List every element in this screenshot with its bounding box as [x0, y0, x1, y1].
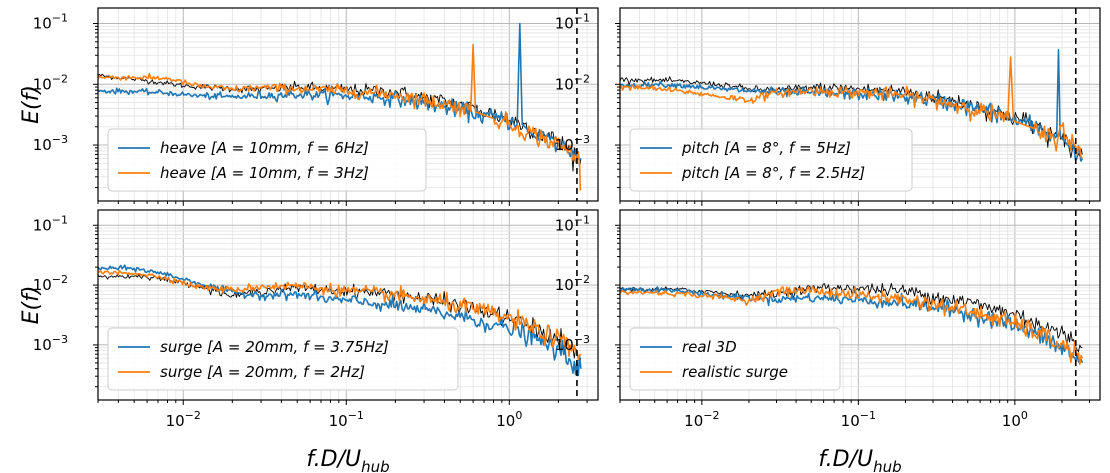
y-tick-label: 10−3 — [33, 133, 68, 154]
series-group — [98, 264, 582, 377]
panel-bottom-left: 10−2 10−1 10010−310−210−1E(f)f.D/Uhubsurge… — [19, 209, 599, 473]
x-axis-label: f.D/Uhub — [818, 447, 901, 473]
legend-entry: realistic surge — [682, 363, 788, 381]
axes-frame — [619, 209, 1101, 401]
series-line-named-1 — [620, 285, 1084, 366]
series-line-named-0 — [620, 286, 1084, 364]
axes-frame — [97, 209, 599, 401]
y-tick-label: 10−3 — [33, 333, 68, 354]
series-line-reference — [620, 76, 1083, 159]
x-tick-label: 10−2 — [166, 409, 201, 430]
x-tick-label: 10−2 — [684, 409, 719, 430]
legend: pitch [A = 8°, f = 5Hz] pitch [A = 8°, f … — [629, 128, 913, 192]
grid — [98, 8, 598, 201]
legend: real 3D realistic surge — [629, 327, 841, 391]
legend-entry: pitch [A = 8°, f = 5Hz] — [681, 139, 851, 157]
axes-frame — [97, 7, 599, 202]
series-line-named-0 — [98, 22, 582, 162]
panel-top-left: 10−310−210−1E(f)heave [A = 10mm, f = 6Hz… — [19, 7, 599, 206]
series-group — [620, 282, 1084, 366]
x-tick-label: 10−1 — [841, 409, 876, 430]
legend-entry: pitch [A = 8°, f = 2.5Hz] — [681, 164, 865, 182]
series-line-named-1 — [98, 270, 582, 360]
legend-entry: real 3D — [682, 338, 737, 356]
y-tick-label: 10−1 — [33, 213, 68, 234]
legend-entry: surge [A = 20mm, f = 2Hz] — [160, 363, 365, 381]
legend: heave [A = 10mm, f = 6Hz] heave [A = 10mm… — [107, 128, 427, 192]
x-tick-label: 10−1 — [329, 409, 364, 430]
series-line-named-0 — [98, 264, 582, 377]
x-tick-label: 100 — [496, 409, 522, 430]
x-axis-label: f.D/Uhub — [306, 447, 389, 473]
legend-entry: heave [A = 10mm, f = 6Hz] — [160, 139, 369, 157]
legend-entry: heave [A = 10mm, f = 3Hz] — [160, 164, 369, 182]
series-line-named-1 — [620, 56, 1084, 160]
axes-frame — [619, 7, 1101, 202]
y-axis-label: E(f) — [19, 286, 44, 325]
series-group — [620, 49, 1084, 162]
series-line-named-1 — [98, 43, 582, 191]
y-axis-label: E(f) — [19, 85, 44, 124]
y-tick-label: 10−1 — [33, 12, 68, 33]
legend-entry: surge [A = 20mm, f = 3.75Hz] — [160, 338, 389, 356]
x-tick-label: 100 — [1002, 409, 1028, 430]
legend: surge [A = 20mm, f = 3.75Hz] surge [A = 2… — [107, 327, 459, 391]
series-group — [98, 22, 582, 191]
